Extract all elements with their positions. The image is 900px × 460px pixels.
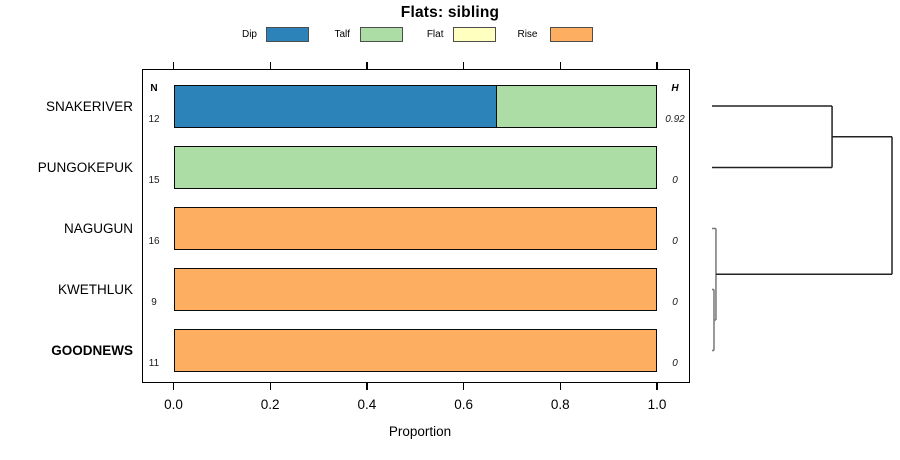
chart-title: Flats: sibling xyxy=(400,4,500,21)
x-axis-tick-top xyxy=(462,61,465,69)
x-axis-tick-top xyxy=(366,61,368,69)
x-axis-tick-top xyxy=(559,61,561,69)
x-axis-tick-label: 0.2 xyxy=(260,396,280,412)
x-axis-tick-label: 0.4 xyxy=(357,396,377,412)
x-axis-tick-bottom xyxy=(269,383,271,390)
n-value: 16 xyxy=(148,236,160,247)
h-value: 0 xyxy=(672,175,678,186)
bar-segment-talf xyxy=(175,147,656,188)
bar-segment-talf xyxy=(495,85,656,127)
h-value: 0 xyxy=(672,236,678,247)
legend-swatch-rise xyxy=(549,27,593,42)
proportion-bar xyxy=(174,329,657,372)
h-column-header: H xyxy=(671,83,679,94)
legend-label-rise: Rise xyxy=(517,28,538,40)
legend-swatch-flat xyxy=(453,27,496,42)
bar-segment-rise xyxy=(175,208,656,249)
x-axis-tick-label: 0.6 xyxy=(454,396,473,412)
x-axis-tick-bottom xyxy=(559,383,561,390)
row-label: KWETHLUK xyxy=(57,282,133,297)
n-value: 9 xyxy=(151,297,157,308)
n-value: 15 xyxy=(148,175,160,186)
row-label: PUNGOKEPUK xyxy=(37,160,133,175)
proportion-bar xyxy=(174,84,657,128)
legend-swatch-talf xyxy=(359,27,403,42)
x-axis-tick-top xyxy=(269,61,271,69)
x-axis-tick-label: 0.0 xyxy=(164,396,183,412)
proportion-bar xyxy=(174,207,657,250)
x-axis-tick-label: 1.0 xyxy=(647,396,667,412)
row-label: GOODNEWS xyxy=(51,343,133,358)
bar-segment-dip xyxy=(175,85,496,127)
x-axis-tick-top xyxy=(172,61,175,69)
n-value: 12 xyxy=(148,113,160,125)
legend-swatch-dip xyxy=(265,27,309,42)
x-axis-tick-top xyxy=(656,61,658,69)
h-value: 0.92 xyxy=(665,113,685,125)
proportion-bar xyxy=(174,146,657,189)
x-axis-tick-bottom xyxy=(462,383,465,390)
x-axis-tick-bottom xyxy=(172,383,175,390)
x-axis-tick-bottom xyxy=(656,383,658,390)
legend-label-dip: Dip xyxy=(241,28,257,40)
bar-segment-rise xyxy=(175,269,656,310)
x-axis-label: Proportion xyxy=(388,424,452,439)
row-label: NAGUGUN xyxy=(63,221,133,236)
n-value: 11 xyxy=(148,358,160,369)
x-axis-tick-bottom xyxy=(366,383,368,390)
n-column-header: N xyxy=(150,83,158,94)
row-label: SNAKERIVER xyxy=(45,98,133,114)
proportion-bar xyxy=(174,268,657,311)
legend-label-talf: Talf xyxy=(334,28,350,40)
bar-segment-rise xyxy=(175,330,656,371)
h-value: 0 xyxy=(672,297,678,308)
h-value: 0 xyxy=(672,358,678,369)
legend-label-flat: Flat xyxy=(426,28,444,40)
x-axis-tick-label: 0.8 xyxy=(550,396,570,412)
